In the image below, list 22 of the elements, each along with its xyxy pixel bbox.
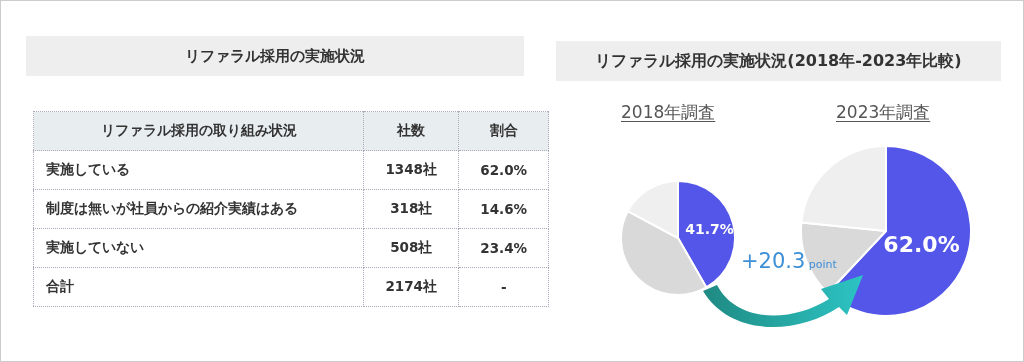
category-label: 制度は無いが社員からの紹介実績はある xyxy=(33,189,364,229)
text: +20.3 point xyxy=(741,249,837,273)
data-label: 23.4% xyxy=(458,228,549,268)
chart-title: 2018年調査 xyxy=(621,101,716,124)
chart-title: 2023年調査 xyxy=(836,101,931,124)
data-label: 14.6% xyxy=(458,189,549,229)
data-label: 62.0% xyxy=(458,150,549,190)
text: 社数 xyxy=(363,111,459,151)
data-label: 1348社 xyxy=(363,150,459,190)
data-label: 2174社 xyxy=(363,267,459,307)
data-label: 508社 xyxy=(363,228,459,268)
category-label: 合計 xyxy=(33,267,364,307)
category-label: 実施している xyxy=(33,150,364,190)
data-label: - xyxy=(458,267,549,307)
category-label: 実施していない xyxy=(33,228,364,268)
text: リファラル採用の実施状況(2018年-2023年比較) xyxy=(556,41,1001,81)
text: リファラル採用の取り組み状況 xyxy=(33,111,364,151)
text: 割合 xyxy=(458,111,549,151)
data-label: 318社 xyxy=(363,189,459,229)
data-label: 62.0% xyxy=(883,232,960,258)
data-label: 41.7% xyxy=(685,221,734,238)
text: リファラル採用の実施状況 xyxy=(26,36,524,76)
